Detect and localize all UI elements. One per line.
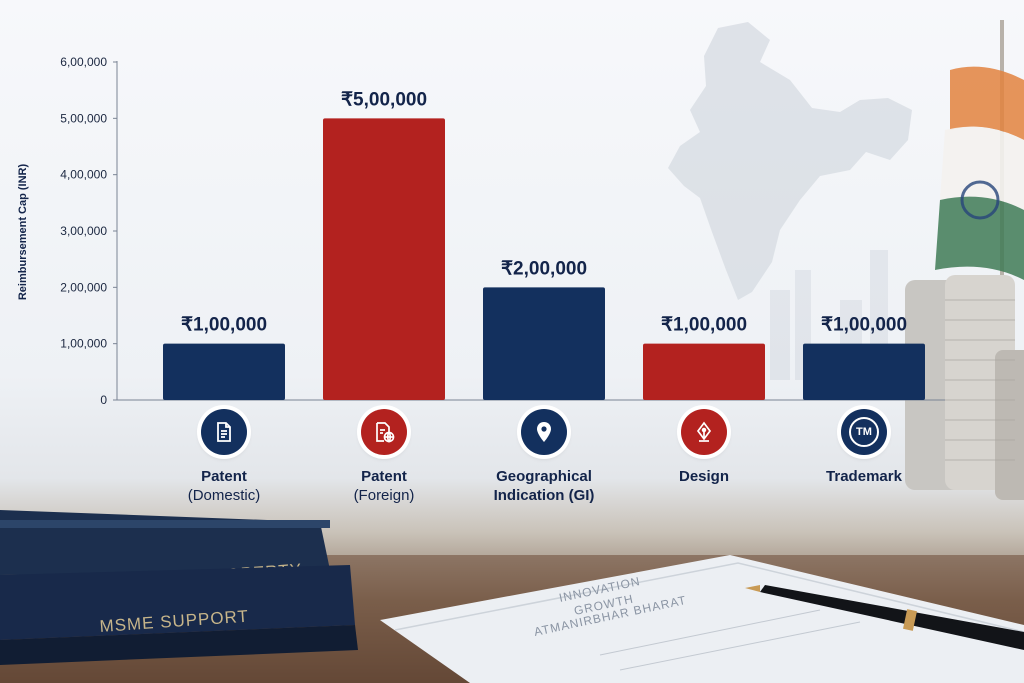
y-tick-label: 2,00,000 [60, 280, 107, 294]
india-flag [935, 20, 1024, 320]
y-axis-label: Reimbursement Cap (INR) [17, 164, 29, 301]
trademark-symbol: TM [849, 417, 879, 447]
category-label: Patent (Foreign) [309, 467, 459, 505]
category-label-line2: Indication (GI) [493, 487, 595, 504]
bar-value-label: ₹2,00,000 [501, 258, 587, 279]
y-tick-label: 6,00,000 [60, 55, 107, 69]
document-icon [201, 409, 247, 455]
y-tick-label: 5,00,000 [60, 111, 107, 125]
coin-stacks [905, 275, 1024, 500]
category-label-line1: Geographical [496, 468, 592, 485]
bar-value-label: ₹1,00,000 [821, 315, 907, 336]
bar [643, 343, 765, 400]
value-labels-group: ₹1,00,000 ₹5,00,000 ₹2,00,000 ₹1,00,000 ₹1,0… [181, 89, 907, 335]
category-label: Trademark [789, 467, 939, 486]
bar-value-label: ₹1,00,000 [181, 315, 267, 336]
bar [163, 343, 285, 400]
india-map-silhouette [668, 22, 912, 300]
globe-document-icon [361, 409, 407, 455]
bars-group [163, 118, 925, 400]
location-pin-icon [521, 409, 567, 455]
fountain-pen [745, 585, 1024, 650]
y-tick-label: 4,00,000 [60, 168, 107, 182]
document-paper: INNOVATION GROWTH ATMANIRBHAR BHARAT [380, 555, 1024, 683]
category-label: Patent (Domestic) [149, 467, 299, 505]
category-label: Geographical Indication (GI) [469, 467, 619, 505]
category-label-line2: (Foreign) [353, 487, 415, 504]
y-axis-ticks: 0 1,00,000 2,00,000 3,00,000 4,00,000 5,00,00… [60, 55, 117, 407]
bar-value-label: ₹1,00,000 [661, 315, 747, 336]
bar [323, 118, 445, 400]
pen-nib-icon [681, 409, 727, 455]
y-tick-label: 3,00,000 [60, 224, 107, 238]
category-label-line1: Design [678, 468, 729, 485]
category-label: Design [629, 467, 779, 486]
stacked-books: INTELLECTUAL PROPERTY MSME SUPPORT [0, 510, 358, 665]
category-label-line1: Patent [361, 468, 407, 485]
bar [483, 287, 605, 400]
y-tick-label: 0 [100, 393, 107, 407]
trademark-icon: TM [841, 409, 887, 455]
category-label-line1: Trademark [826, 468, 902, 485]
y-tick-label: 1,00,000 [60, 337, 107, 351]
category-label-line2: (Domestic) [187, 487, 261, 504]
category-label-line1: Patent [201, 468, 247, 485]
bar [803, 343, 925, 400]
bar-value-label: ₹5,00,000 [341, 89, 427, 110]
